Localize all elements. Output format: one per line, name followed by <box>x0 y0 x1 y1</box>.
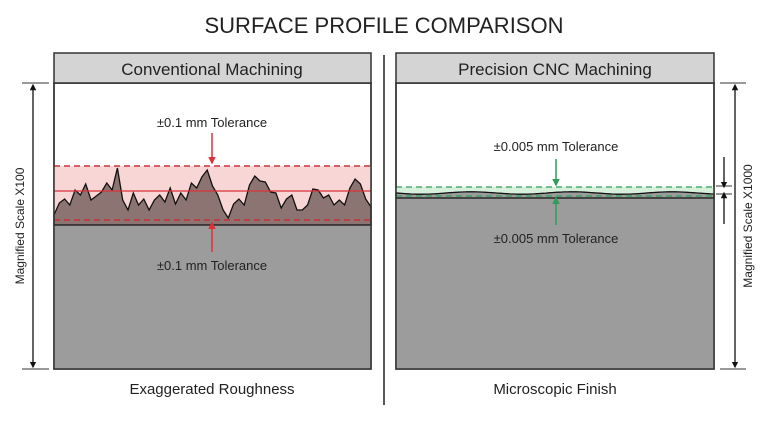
right-caption: Microscopic Finish <box>493 381 616 398</box>
right-scale-label: Magnified Scale X1000 <box>741 164 755 288</box>
left-tolerance-bottom-label: ±0.1 mm Tolerance <box>157 258 267 273</box>
left-caption: Exaggerated Roughness <box>129 381 294 398</box>
right-header <box>395 52 715 84</box>
left-tolerance-top-label: ±0.1 mm Tolerance <box>157 115 267 130</box>
left-header-title: Conventional Machining <box>121 60 302 79</box>
right-header-title: Precision CNC Machining <box>458 60 652 79</box>
right-panel: Precision CNC Machining ±0.005 mm Tolera… <box>395 52 755 398</box>
smooth-surface-profile <box>395 191 715 199</box>
page-title: SURFACE PROFILE COMPARISON <box>205 13 564 38</box>
right-tolerance-top-label: ±0.005 mm Tolerance <box>494 139 619 154</box>
right-tolerance-bottom-label: ±0.005 mm Tolerance <box>494 231 619 246</box>
left-header <box>53 52 372 84</box>
left-scale-label: Magnified Scale X100 <box>13 167 27 284</box>
left-panel: Conventional Machining ±0.1 mm Tolerance… <box>13 52 372 398</box>
